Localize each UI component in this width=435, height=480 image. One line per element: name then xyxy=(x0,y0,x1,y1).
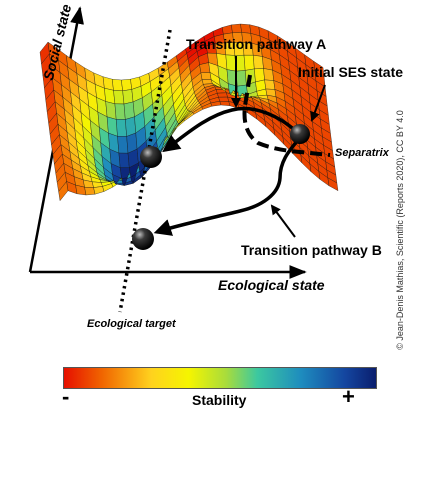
surface-cell xyxy=(112,79,123,91)
transition-pathway-b xyxy=(153,138,300,236)
colorbar-max-symbol: + xyxy=(342,384,355,409)
initial-state-label: Initial SES state xyxy=(298,64,404,80)
surface-wall-cell xyxy=(58,181,69,202)
surface-cell xyxy=(243,55,255,71)
colorbar-min-symbol: - xyxy=(62,384,70,409)
surface-cell xyxy=(117,136,129,154)
surface-cell xyxy=(225,54,237,72)
separatrix-line xyxy=(242,74,331,157)
surface-cell xyxy=(221,24,233,35)
attractor-ball-upper xyxy=(140,146,162,168)
surface-cell xyxy=(218,96,230,102)
pathway-b-pointer xyxy=(270,204,296,238)
transition-pathway-a xyxy=(162,106,300,153)
surface-cell xyxy=(123,101,135,120)
copyright-credit: © Jean-Denis Mathias, Scientific (Report… xyxy=(395,110,405,350)
surface-cell xyxy=(84,187,96,196)
surface-cell xyxy=(114,103,126,120)
stability-surface xyxy=(39,23,339,202)
surface-cell xyxy=(327,177,339,192)
surface-cell xyxy=(253,54,264,70)
surface-cell xyxy=(231,23,242,33)
surface-cell xyxy=(263,68,274,81)
pathway-a-label: Transition pathway A xyxy=(186,36,327,52)
surface-cell xyxy=(121,79,132,92)
surface-cell xyxy=(122,89,134,105)
ecological-target-label: Ecological target xyxy=(87,318,176,330)
surface-cell xyxy=(200,72,212,80)
surface-cell xyxy=(264,79,276,90)
initial-state-pointer xyxy=(310,84,326,122)
surface-cell xyxy=(217,92,228,98)
surface-cell xyxy=(116,119,127,137)
surface-cell xyxy=(254,68,265,83)
initial-state-ball xyxy=(290,124,310,144)
surface-cell xyxy=(113,90,125,105)
separatrix-label: Separatrix xyxy=(335,147,389,159)
ecological-target-line xyxy=(118,29,172,313)
surface-cell xyxy=(235,70,247,87)
surface-cell xyxy=(118,152,130,168)
colorbar-title: Stability xyxy=(192,392,247,408)
surface-cell xyxy=(93,186,105,195)
attractor-ball-lower xyxy=(132,228,154,250)
pathway-b-label: Transition pathway B xyxy=(241,242,382,258)
ecological-axis-label: Ecological state xyxy=(218,277,325,293)
surface-cell xyxy=(240,23,252,34)
surface-cell xyxy=(219,101,231,106)
stability-colorbar xyxy=(63,367,377,389)
